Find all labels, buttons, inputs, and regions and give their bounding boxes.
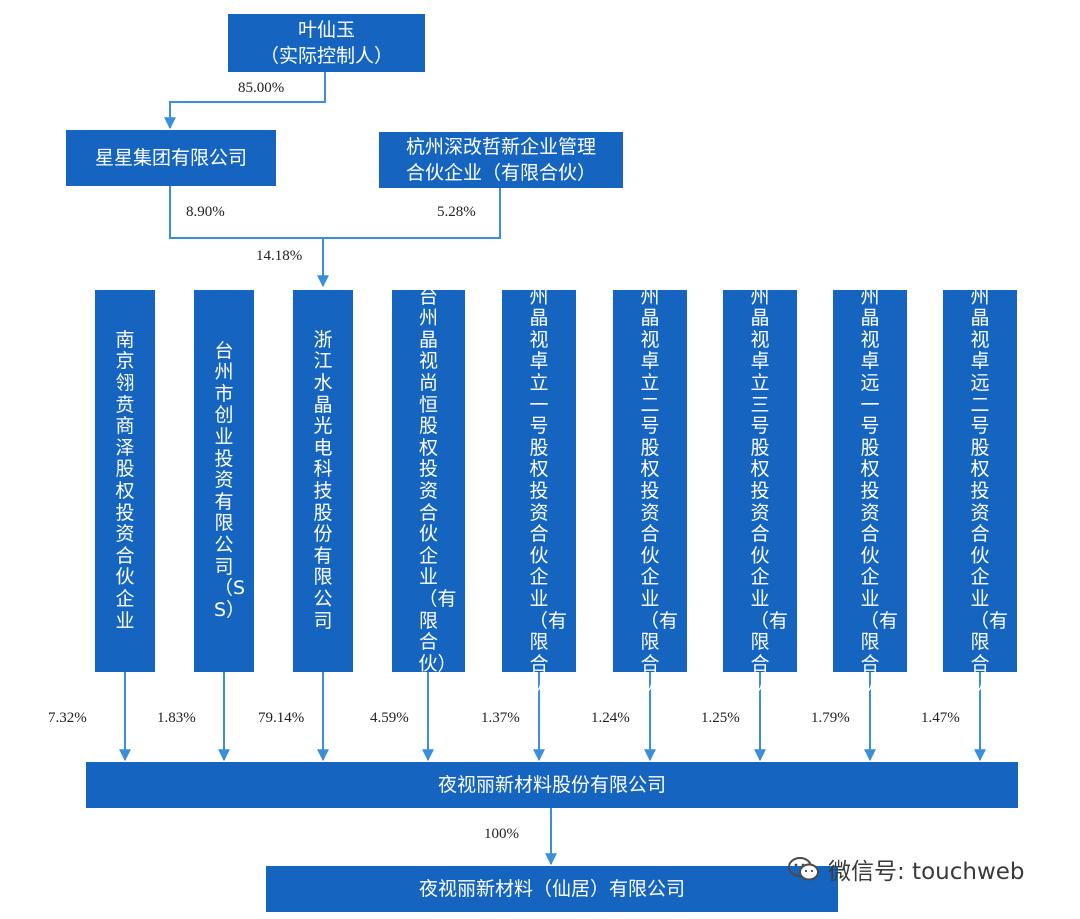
shareholder-pct: 1.79%: [811, 710, 850, 726]
pct-hangzhou-zhejiang: 5.28%: [437, 204, 476, 220]
shareholder-box: 浙江水晶光电科技股份有限公司: [293, 290, 353, 672]
edge-xingxing-merge: [169, 186, 501, 239]
xingxing-name: 星星集团有限公司: [94, 147, 247, 169]
subsidiary-box: 夜视丽新材料（仙居）有限公司: [266, 866, 838, 912]
shareholder-name: 台州晶视卓立三号股权投资合伙企业（有限合伙）: [750, 264, 789, 697]
edge-controller-xingxing: [164, 70, 326, 130]
pct-controller-xingxing: 85.00%: [238, 80, 285, 96]
shareholder-name: 台州市创业投资有限公司（SS）: [214, 339, 246, 621]
hangzhou-line2: 合伙企业（有限合伙）: [405, 162, 596, 184]
company-box: 夜视丽新材料股份有限公司: [86, 762, 1018, 808]
shareholder-box: 台州晶视卓立三号股权投资合伙企业（有限合伙）: [723, 264, 797, 696]
subsidiary-name: 夜视丽新材料（仙居）有限公司: [418, 878, 685, 900]
wechat-icon: [788, 856, 820, 882]
shareholder-name: 台州晶视卓远二号股权投资合伙企业（有限合伙）: [970, 264, 1009, 697]
shareholder-name: 台州晶视卓立一号股权投资合伙企业（有限合伙）: [529, 264, 568, 697]
hangzhou-line1: 杭州深改哲新企业管理: [405, 136, 596, 158]
shareholder-pct: 1.24%: [591, 710, 630, 726]
shareholder-box: 台州晶视卓立二号股权投资合伙企业（有限合伙）: [613, 264, 687, 696]
shareholder-pct: 4.59%: [370, 710, 409, 726]
shareholder-box: 台州市创业投资有限公司（SS）: [194, 290, 254, 672]
watermark-label: 微信号: touchweb: [828, 859, 1025, 885]
watermark: 微信号: touchweb: [788, 852, 1025, 886]
shareholder-box: 台州晶视卓远一号股权投资合伙企业（有限合伙）: [833, 264, 907, 696]
controller-box: 叶仙玉 （实际控制人）: [228, 14, 425, 72]
shareholder-name: 台州晶视尚恒股权投资合伙企业（有限合伙）: [418, 285, 457, 675]
shareholder-box: 台州晶视尚恒股权投资合伙企业（有限合伙）: [392, 286, 465, 675]
controller-name: 叶仙玉: [297, 19, 355, 41]
shareholder-name: 台州晶视卓立二号股权投资合伙企业（有限合伙）: [640, 264, 679, 697]
shareholder-box: 南京翎贲商泽股权投资合伙企业: [95, 290, 155, 672]
shareholder-pct: 1.37%: [481, 710, 520, 726]
pct-total-zhejiang: 14.18%: [256, 248, 303, 264]
shareholder-name: 浙江水晶光电科技股份有限公司: [313, 328, 333, 632]
company-name: 夜视丽新材料股份有限公司: [437, 774, 666, 796]
controller-role: （实际控制人）: [259, 45, 393, 67]
shareholder-name: 南京翎贲商泽股权投资合伙企业: [115, 328, 135, 632]
pct-xingxing-zhejiang: 8.90%: [186, 204, 225, 220]
xingxing-box: 星星集团有限公司: [66, 130, 276, 186]
shareholder-pct: 7.32%: [48, 710, 87, 726]
shareholder-name: 台州晶视卓远一号股权投资合伙企业（有限合伙）: [860, 264, 899, 697]
shareholder-pct: 79.14%: [258, 710, 305, 726]
pct-company-subsidiary: 100%: [484, 826, 519, 842]
hangzhou-box: 杭州深改哲新企业管理 合伙企业（有限合伙）: [379, 132, 623, 188]
shareholder-pct: 1.47%: [921, 710, 960, 726]
shareholder-pct: 1.83%: [157, 710, 196, 726]
shareholder-pct: 1.25%: [701, 710, 740, 726]
shareholder-box: 台州晶视卓远二号股权投资合伙企业（有限合伙）: [943, 264, 1017, 696]
shareholder-box: 台州晶视卓立一号股权投资合伙企业（有限合伙）: [502, 264, 576, 696]
